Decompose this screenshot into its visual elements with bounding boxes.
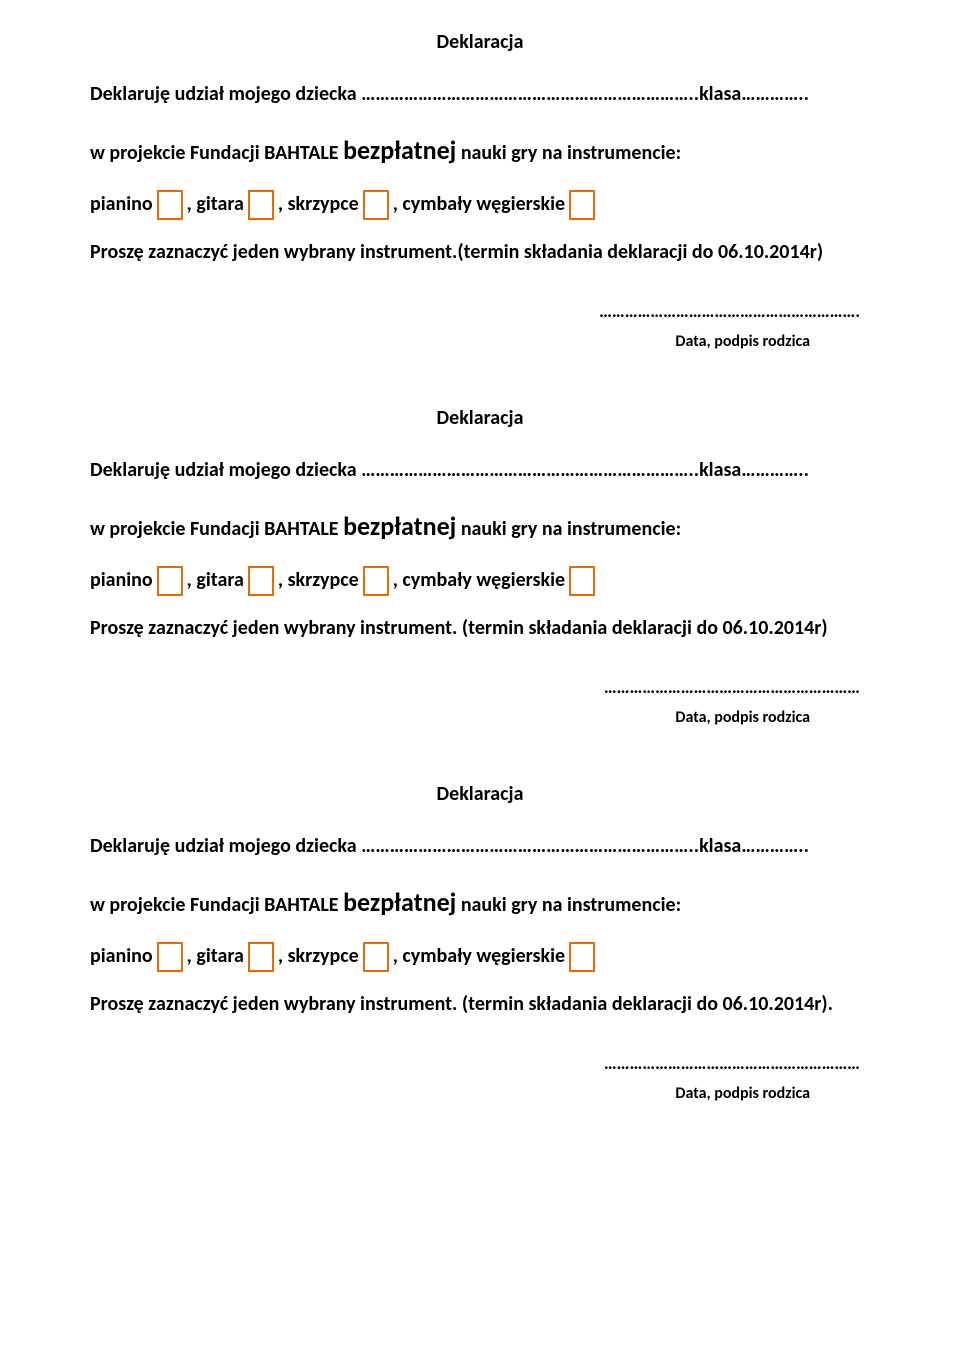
project-text-part2: nauki gry na instrumencie: xyxy=(456,141,681,165)
project-line: w projekcie Fundacji BAHTALE bezpłatnej … xyxy=(90,510,870,542)
skrzypce-label: , skrzypce xyxy=(278,568,359,592)
instruction-line: Proszę zaznaczyć jeden wybrany instrumen… xyxy=(90,616,870,640)
declaration-block-3: Deklaracja Deklaruję udział mojego dziec… xyxy=(90,782,870,1103)
signature-dots: ……………………………………………………. xyxy=(90,300,870,322)
gitara-checkbox[interactable] xyxy=(248,190,274,220)
project-text-big: bezpłatnej xyxy=(343,510,456,542)
instrument-skrzypce: , skrzypce xyxy=(278,562,393,592)
instruments-row: pianino , gitara , skrzypce , cymbały wę… xyxy=(90,938,870,968)
project-text-big: bezpłatnej xyxy=(343,886,456,918)
cymbaly-checkbox[interactable] xyxy=(569,942,595,972)
signature-label: Data, podpis rodzica xyxy=(90,332,870,351)
declaration-block-2: Deklaracja Deklaruję udział mojego dziec… xyxy=(90,406,870,727)
instrument-cymbaly: , cymbały węgierskie xyxy=(393,562,599,592)
project-text-part2: nauki gry na instrumencie: xyxy=(456,517,681,541)
instrument-gitara: , gitara xyxy=(187,562,278,592)
instrument-pianino: pianino xyxy=(90,186,187,216)
pianino-checkbox[interactable] xyxy=(157,190,183,220)
pianino-checkbox[interactable] xyxy=(157,566,183,596)
instrument-pianino: pianino xyxy=(90,562,187,592)
project-text-part1: w projekcie Fundacji BAHTALE xyxy=(90,893,343,917)
instrument-cymbaly: , cymbały węgierskie xyxy=(393,186,599,216)
instruments-row: pianino , gitara , skrzypce , cymbały wę… xyxy=(90,186,870,216)
project-line: w projekcie Fundacji BAHTALE bezpłatnej … xyxy=(90,886,870,918)
child-name-line: Deklaruję udział mojego dziecka ……………………… xyxy=(90,82,870,106)
instrument-gitara: , gitara xyxy=(187,186,278,216)
declaration-title: Deklaracja xyxy=(90,406,870,430)
cymbaly-checkbox[interactable] xyxy=(569,190,595,220)
project-text-part1: w projekcie Fundacji BAHTALE xyxy=(90,141,343,165)
child-name-line: Deklaruję udział mojego dziecka ……………………… xyxy=(90,458,870,482)
child-name-line: Deklaruję udział mojego dziecka ……………………… xyxy=(90,834,870,858)
gitara-label: , gitara xyxy=(187,192,244,216)
pianino-label: pianino xyxy=(90,944,153,968)
pianino-checkbox[interactable] xyxy=(157,942,183,972)
signature-label: Data, podpis rodzica xyxy=(90,708,870,727)
declaration-title: Deklaracja xyxy=(90,30,870,54)
skrzypce-label: , skrzypce xyxy=(278,192,359,216)
pianino-label: pianino xyxy=(90,568,153,592)
project-text-part1: w projekcie Fundacji BAHTALE xyxy=(90,517,343,541)
instrument-skrzypce: , skrzypce xyxy=(278,186,393,216)
instruction-line: Proszę zaznaczyć jeden wybrany instrumen… xyxy=(90,992,870,1016)
skrzypce-label: , skrzypce xyxy=(278,944,359,968)
signature-dots: …………………………………………………… xyxy=(90,1052,870,1074)
skrzypce-checkbox[interactable] xyxy=(363,566,389,596)
project-text-big: bezpłatnej xyxy=(343,134,456,166)
gitara-checkbox[interactable] xyxy=(248,942,274,972)
declaration-title: Deklaracja xyxy=(90,782,870,806)
cymbaly-label: , cymbały węgierskie xyxy=(393,568,565,592)
skrzypce-checkbox[interactable] xyxy=(363,942,389,972)
instrument-skrzypce: , skrzypce xyxy=(278,938,393,968)
cymbaly-checkbox[interactable] xyxy=(569,566,595,596)
declaration-block-1: Deklaracja Deklaruję udział mojego dziec… xyxy=(90,30,870,351)
instrument-gitara: , gitara xyxy=(187,938,278,968)
gitara-label: , gitara xyxy=(187,944,244,968)
signature-label: Data, podpis rodzica xyxy=(90,1084,870,1103)
signature-dots: …………………………………………………… xyxy=(90,676,870,698)
cymbaly-label: , cymbały węgierskie xyxy=(393,944,565,968)
gitara-checkbox[interactable] xyxy=(248,566,274,596)
skrzypce-checkbox[interactable] xyxy=(363,190,389,220)
instrument-pianino: pianino xyxy=(90,938,187,968)
pianino-label: pianino xyxy=(90,192,153,216)
instruction-line: Proszę zaznaczyć jeden wybrany instrumen… xyxy=(90,240,870,264)
instrument-cymbaly: , cymbały węgierskie xyxy=(393,938,599,968)
gitara-label: , gitara xyxy=(187,568,244,592)
instruments-row: pianino , gitara , skrzypce , cymbały wę… xyxy=(90,562,870,592)
project-text-part2: nauki gry na instrumencie: xyxy=(456,893,681,917)
cymbaly-label: , cymbały węgierskie xyxy=(393,192,565,216)
project-line: w projekcie Fundacji BAHTALE bezpłatnej … xyxy=(90,134,870,166)
